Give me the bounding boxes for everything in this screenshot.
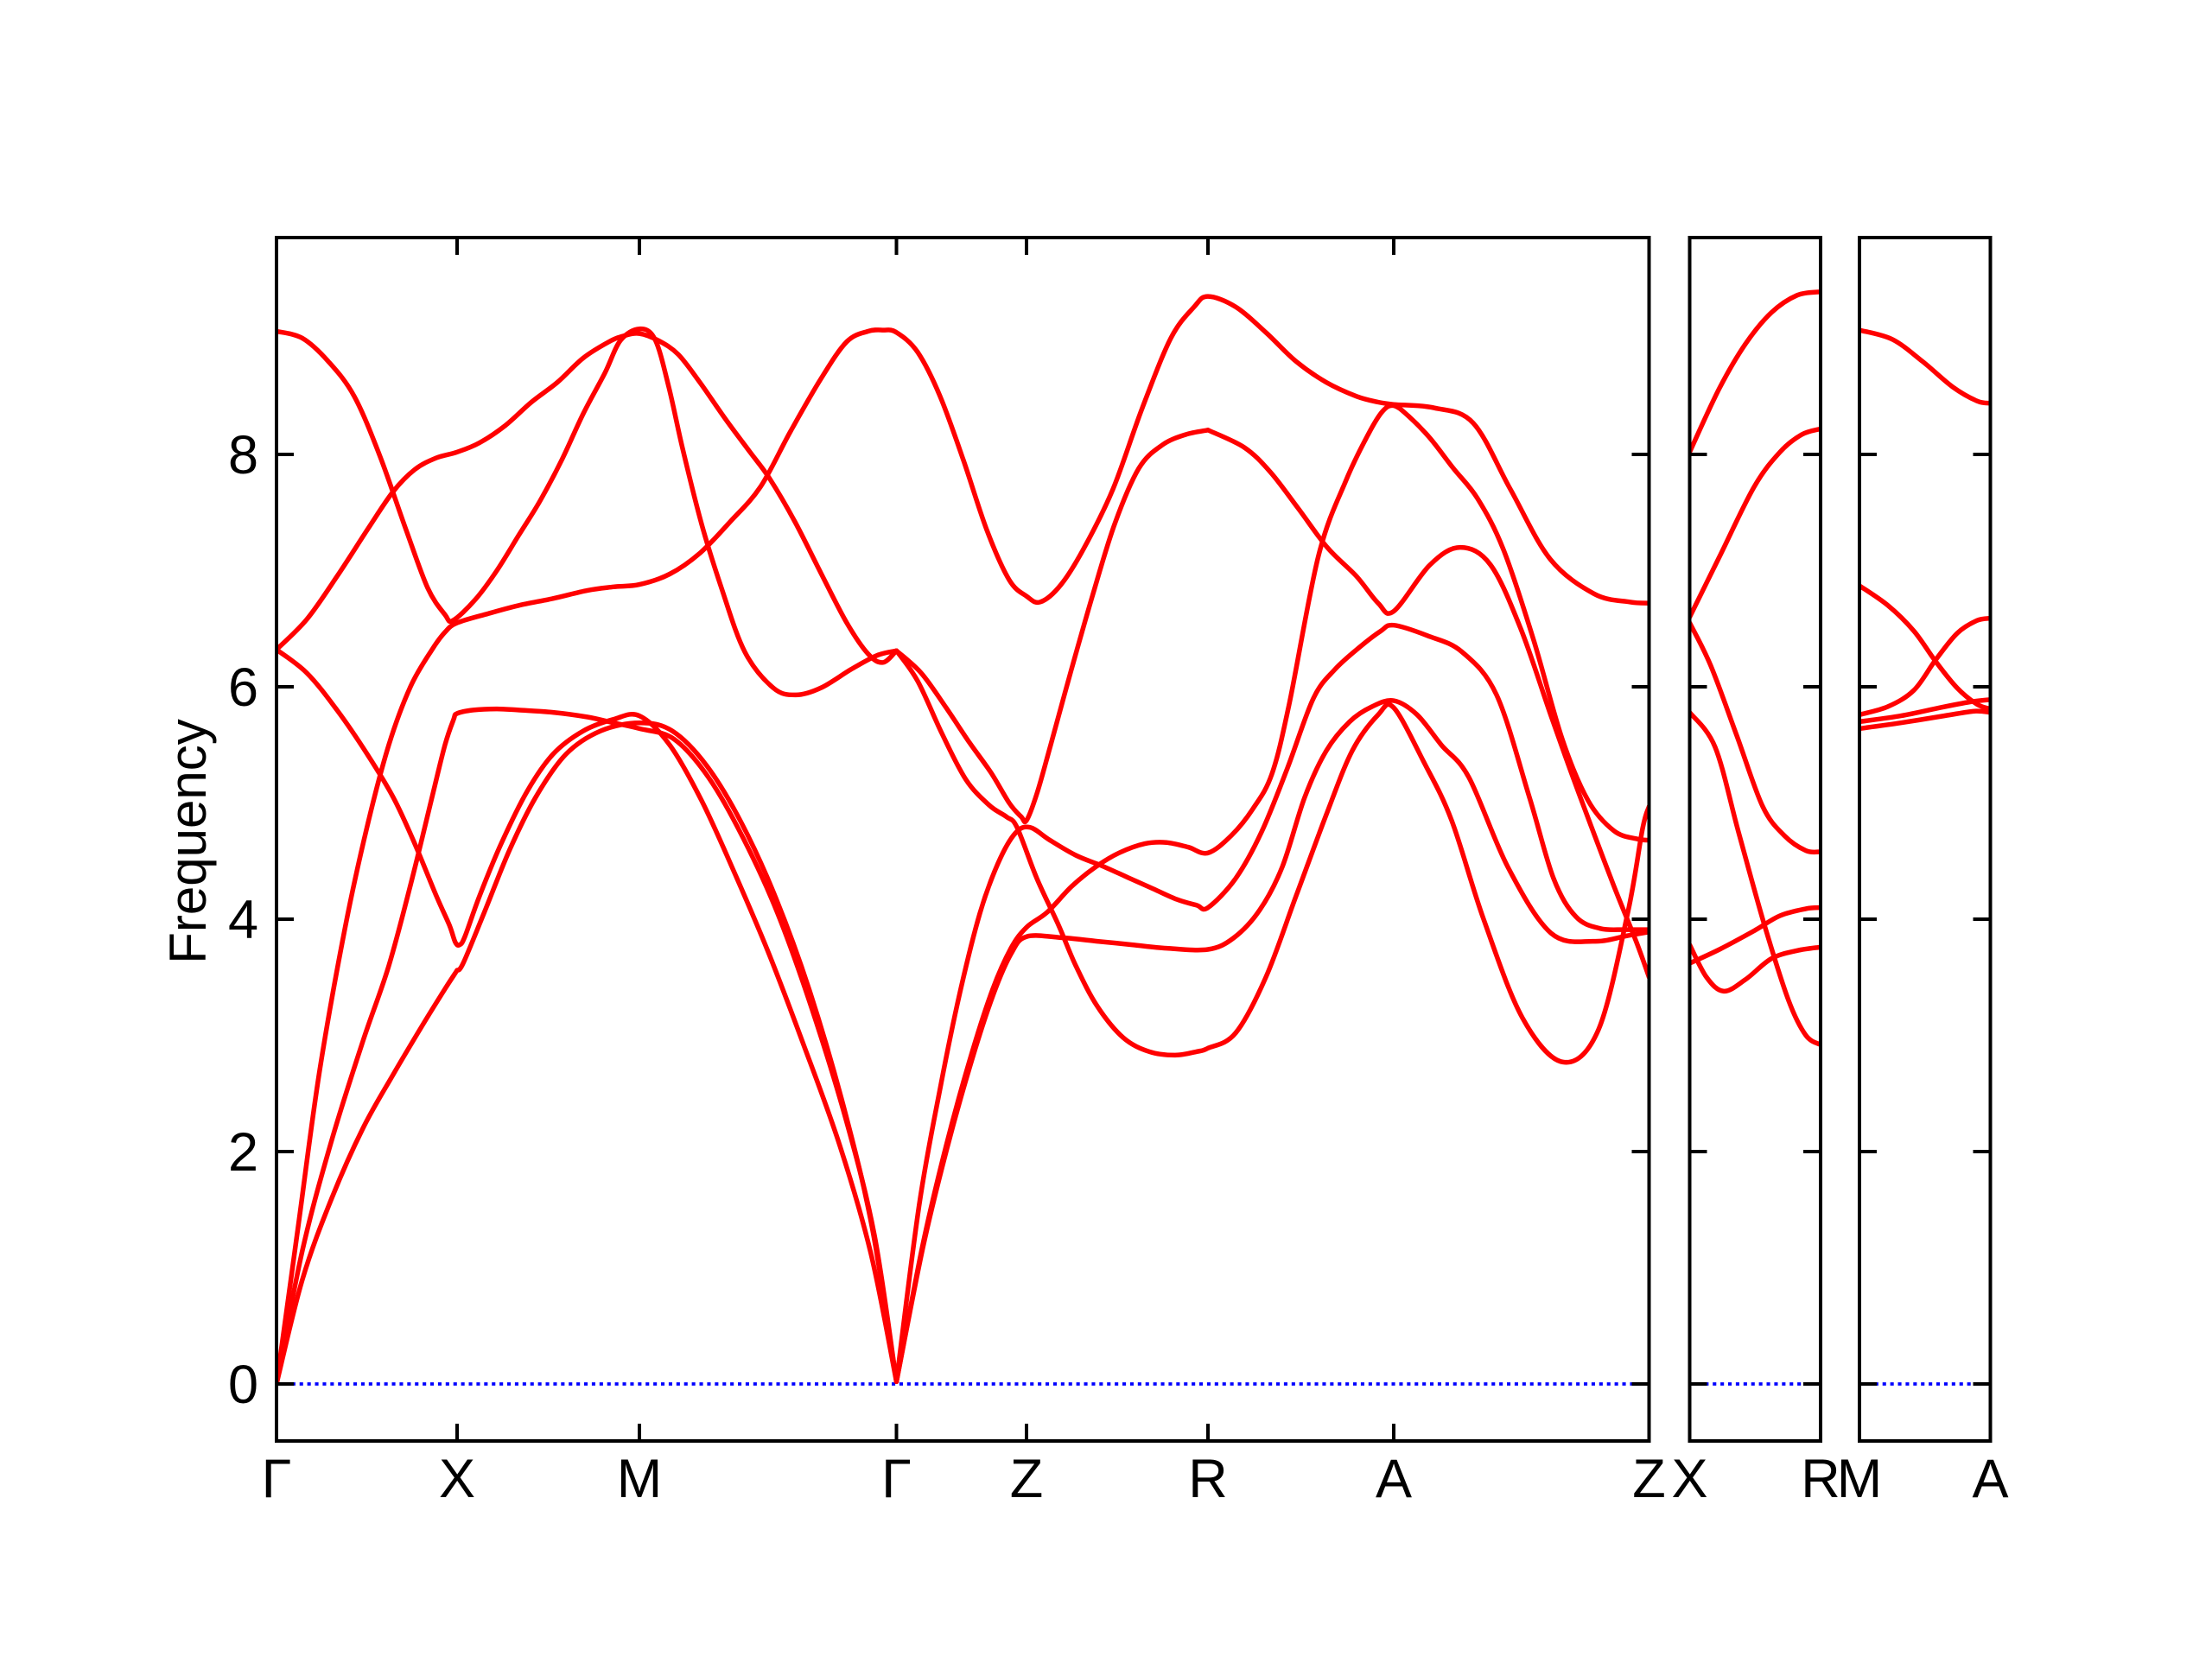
svg-text:4: 4	[228, 890, 258, 950]
svg-text:Z: Z	[1010, 1449, 1043, 1509]
svg-text:Frequency: Frequency	[159, 719, 217, 963]
svg-text:2: 2	[228, 1122, 258, 1183]
svg-text:R: R	[1188, 1449, 1228, 1509]
svg-text:Γ: Γ	[262, 1449, 292, 1509]
svg-text:A: A	[1376, 1449, 1412, 1509]
svg-text:X: X	[1671, 1449, 1707, 1509]
svg-text:Γ: Γ	[881, 1449, 912, 1509]
svg-text:8: 8	[228, 425, 258, 486]
svg-text:A: A	[1972, 1449, 2008, 1509]
svg-text:M: M	[1837, 1449, 1882, 1509]
svg-text:Z: Z	[1632, 1449, 1665, 1509]
svg-text:R: R	[1801, 1449, 1840, 1509]
svg-text:6: 6	[228, 657, 258, 718]
svg-text:M: M	[617, 1449, 662, 1509]
svg-text:X: X	[439, 1449, 475, 1509]
svg-text:0: 0	[228, 1355, 258, 1415]
